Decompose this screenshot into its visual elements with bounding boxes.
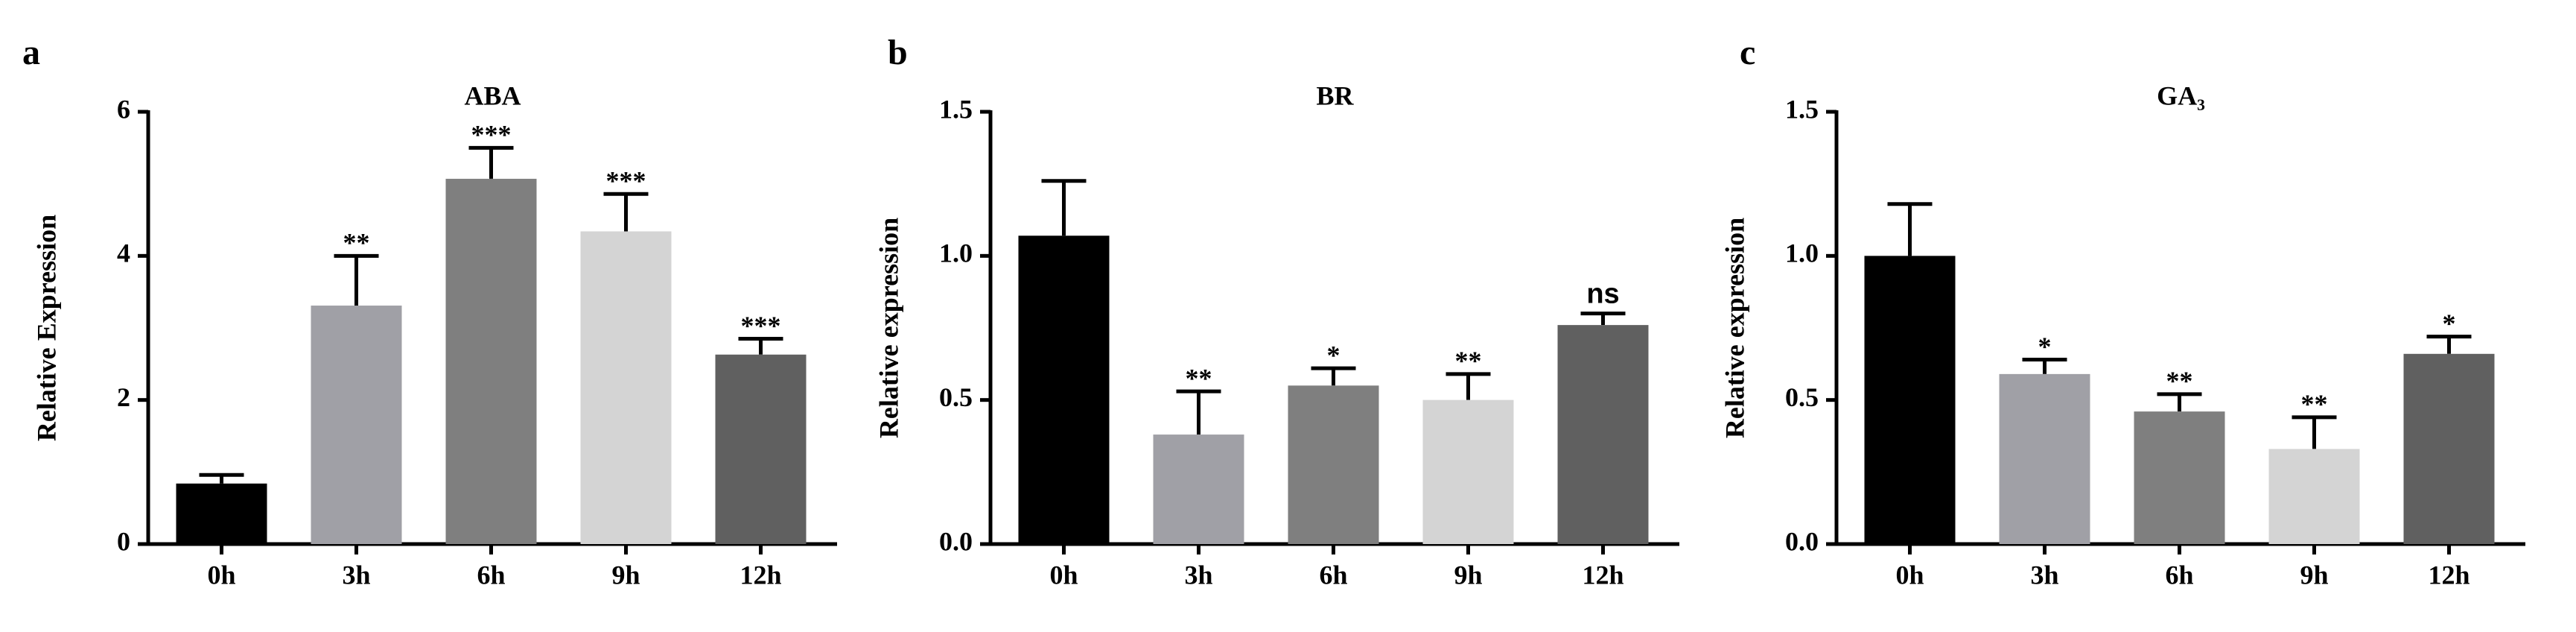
error-bar	[1580, 312, 1626, 326]
panel-letter: b	[888, 33, 908, 72]
y-tick-label: 4	[117, 238, 130, 268]
y-axis-label: Relative Expression	[31, 215, 61, 441]
bar	[2268, 449, 2360, 544]
significance-label: *	[2443, 309, 2456, 338]
error-bar	[2022, 358, 2067, 374]
error-bar	[468, 145, 514, 179]
bar	[1153, 434, 1244, 544]
bar	[1864, 256, 1956, 544]
y-axis-label: Relative expression	[874, 218, 903, 438]
y-tick-label: 0.5	[939, 382, 973, 412]
y-tick-label: 1.0	[1785, 238, 1819, 268]
x-tick-label: 6h	[2165, 560, 2193, 590]
x-tick-label: 3h	[342, 560, 370, 590]
y-tick-label: 1.5	[1785, 94, 1819, 124]
bar	[311, 306, 402, 544]
x-tick-label: 12h	[1582, 560, 1623, 590]
y-tick-label: 0	[117, 526, 130, 556]
x-tick-label: 12h	[740, 560, 781, 590]
bar	[445, 178, 537, 544]
significance-label: *	[1327, 340, 1341, 370]
significance-label: **	[343, 228, 370, 258]
significance-label: ***	[606, 165, 646, 195]
x-tick-label: 9h	[1454, 560, 1482, 590]
y-tick-label: 0.5	[1785, 382, 1819, 412]
error-bar	[603, 192, 649, 232]
y-axis-label: Relative expression	[1720, 218, 1749, 438]
significance-label: ns	[1586, 279, 1619, 310]
chart-title: GA₃	[2157, 80, 2205, 110]
error-bar	[2426, 335, 2472, 354]
y-tick-label: 6	[117, 94, 130, 124]
x-tick-label: 9h	[611, 560, 640, 590]
bar	[1422, 399, 1514, 544]
error-bar	[1446, 372, 1491, 400]
bar	[2403, 353, 2495, 544]
error-bar	[1887, 202, 1933, 256]
significance-label: **	[2166, 366, 2193, 396]
error-bar	[2292, 415, 2337, 449]
x-tick-label: 12h	[2428, 560, 2470, 590]
significance-label: **	[1186, 363, 1212, 393]
y-tick-label: 1.0	[939, 238, 973, 268]
significance-label: ***	[471, 120, 512, 150]
x-tick-label: 6h	[1319, 560, 1347, 590]
bar	[1999, 373, 2090, 544]
bar	[715, 354, 807, 544]
error-bar	[334, 253, 379, 306]
panel-letter: c	[1740, 33, 1755, 72]
y-tick-label: 1.5	[939, 94, 973, 124]
error-bar	[199, 473, 244, 484]
chart-title: ABA	[464, 80, 521, 110]
x-tick-label: 3h	[2030, 560, 2058, 590]
x-tick-label: 6h	[477, 560, 505, 590]
x-tick-label: 0h	[1049, 560, 1078, 590]
x-tick-label: 0h	[1895, 560, 1924, 590]
y-tick-label: 2	[117, 382, 130, 412]
error-bar	[1041, 179, 1087, 236]
bar	[2134, 411, 2225, 544]
significance-label: *	[2038, 332, 2052, 361]
x-tick-label: 0h	[207, 560, 235, 590]
error-bar	[1176, 389, 1221, 435]
chart-title: BR	[1316, 80, 1354, 110]
bar	[176, 483, 267, 544]
x-tick-label: 3h	[1184, 560, 1212, 590]
bar	[580, 231, 672, 544]
y-tick-label: 0.0	[1785, 526, 1819, 556]
bar	[1288, 385, 1379, 544]
error-bar	[1311, 366, 1356, 386]
bar	[1557, 325, 1649, 544]
panel-letter: a	[22, 33, 40, 72]
bar	[1018, 236, 1110, 544]
x-tick-label: 9h	[2300, 560, 2328, 590]
y-tick-label: 0.0	[939, 526, 973, 556]
significance-label: **	[1455, 346, 1482, 376]
error-bar	[2157, 392, 2202, 412]
significance-label: ***	[741, 311, 781, 341]
error-bar	[738, 337, 783, 355]
significance-label: **	[2301, 389, 2328, 419]
